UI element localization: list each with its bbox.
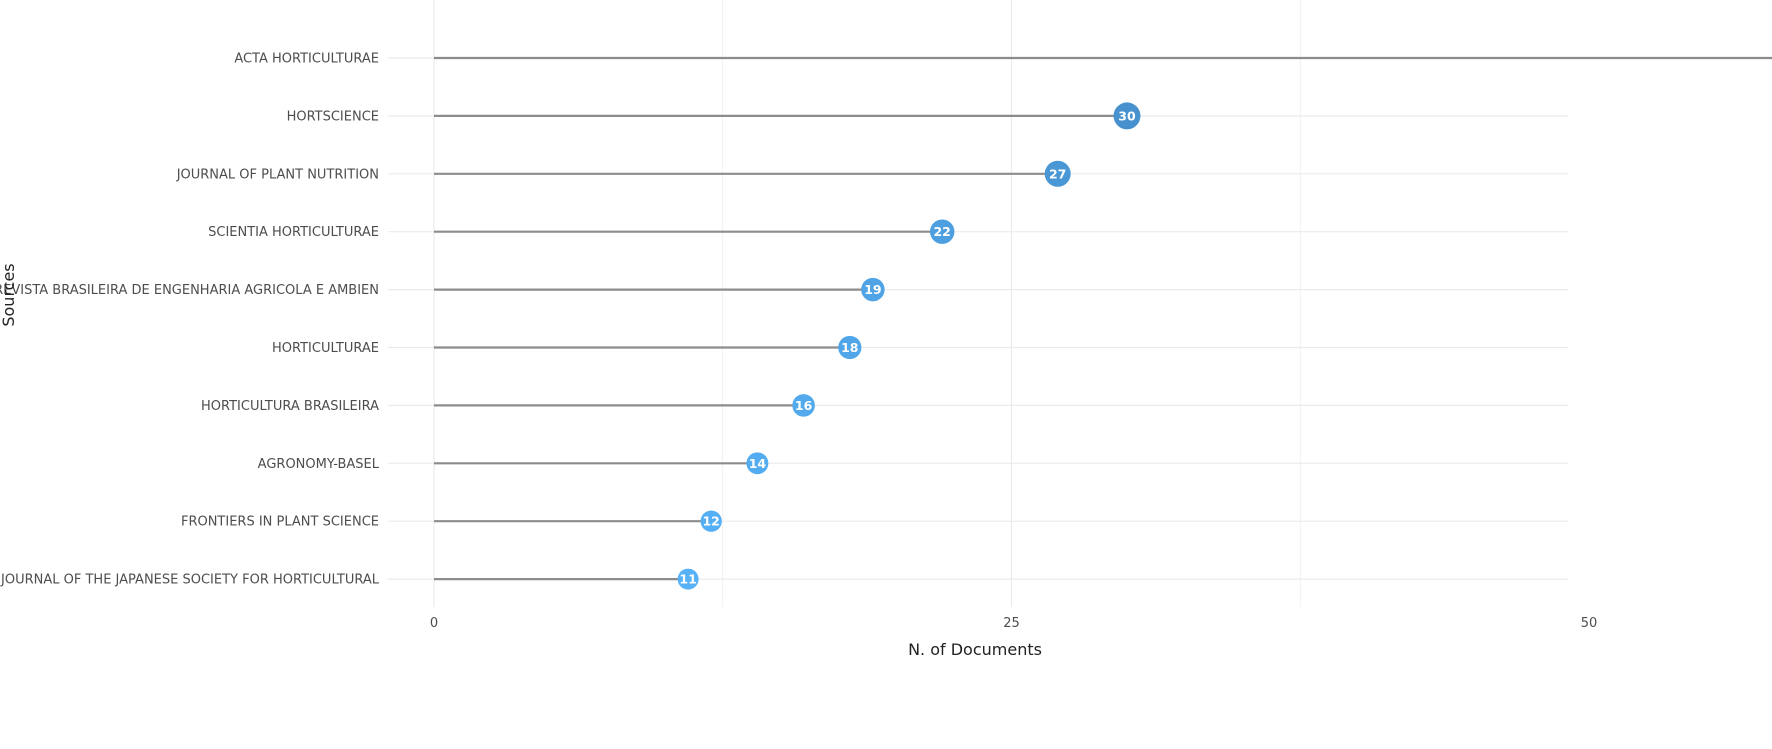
category-label: FRONTIERS IN PLANT SCIENCE [181, 515, 379, 530]
category-label: HORTICULTURAE [272, 341, 379, 356]
value-label: 22 [933, 224, 950, 239]
y-axis-title: Sources [0, 263, 18, 326]
category-label: JOURNAL OF THE JAPANESE SOCIETY FOR HORT… [0, 573, 380, 588]
lollipop-dot [700, 510, 722, 532]
x-tick-label: 25 [1003, 616, 1020, 631]
category-labels: ACTA HORTICULTURAE HORTSCIENCE JOURNAL OF … [0, 52, 380, 588]
lollipop-dot [929, 219, 955, 244]
grid-lines [388, 0, 1568, 607]
x-tick-label: 0 [430, 616, 438, 631]
lollipop-dot [677, 568, 699, 590]
category-label: SCIENTIA HORTICULTURAE [208, 225, 379, 240]
category-label: ACTA HORTICULTURAE [234, 52, 379, 67]
lollipop-dot [861, 277, 885, 302]
category-label: AGRONOMY-BASEL [258, 457, 380, 472]
x-axis-title: N. of Documents [908, 640, 1042, 659]
x-tick-labels: 0255075 [430, 616, 1598, 631]
lollipop-dot [792, 394, 815, 417]
value-label: 30 [1118, 108, 1136, 123]
value-label: 27 [1049, 166, 1066, 181]
value-label: 18 [841, 340, 858, 355]
value-label: 12 [702, 514, 719, 529]
value-label: 19 [864, 282, 881, 297]
lollipop-dot [1113, 102, 1141, 130]
lollipop-dot [838, 335, 862, 360]
lollipop-dot [746, 452, 769, 475]
category-label: JOURNAL OF PLANT NUTRITION [176, 167, 379, 182]
category-label: HORTICULTURA BRASILEIRA [201, 399, 379, 414]
lollipop-marks: 94302722191816141211 [434, 56, 1772, 590]
value-label: 16 [795, 398, 813, 413]
lollipop-dot [1044, 160, 1071, 187]
value-label: 14 [749, 456, 767, 471]
category-label: REVISTA BRASILEIRA DE ENGENHARIA AGRICOL… [0, 283, 379, 298]
value-label: 11 [679, 572, 696, 587]
category-label: HORTSCIENCE [287, 109, 379, 124]
x-tick-label: 50 [1581, 616, 1598, 631]
